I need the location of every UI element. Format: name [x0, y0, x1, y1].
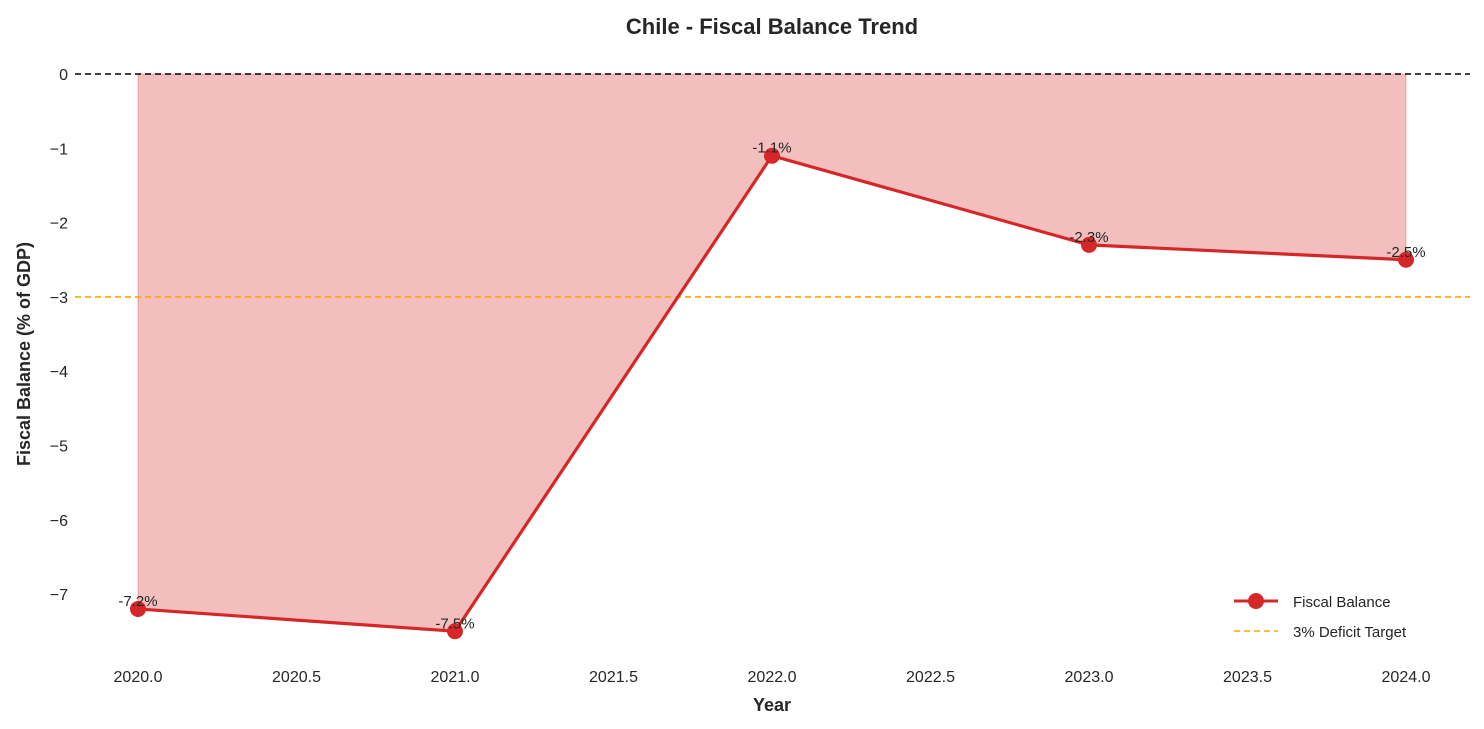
data-label: -7.5% — [435, 615, 474, 632]
legend-fiscal-balance-marker — [1248, 593, 1264, 609]
legend-fiscal-balance-label: Fiscal Balance — [1293, 594, 1391, 611]
data-label: -1.1% — [752, 140, 791, 157]
y-tick-label: −3 — [50, 290, 68, 307]
x-tick-label: 2021.5 — [589, 669, 638, 686]
y-tick-label: −2 — [50, 216, 68, 233]
data-label: -2.5% — [1386, 244, 1425, 261]
x-tick-label: 2022.0 — [748, 669, 797, 686]
x-tick-label: 2021.0 — [431, 669, 480, 686]
x-tick-label: 2020.0 — [114, 669, 163, 686]
y-tick-label: 0 — [59, 67, 68, 84]
y-tick-label: −5 — [50, 439, 68, 456]
data-point — [1398, 251, 1414, 268]
data-point — [1081, 236, 1097, 253]
data-label: -2.3% — [1069, 229, 1108, 246]
legend: Fiscal Balance 3% Deficit Target — [1234, 593, 1407, 641]
y-tick-label: −7 — [50, 587, 68, 604]
x-axis-label: Year — [753, 695, 791, 715]
data-label: -7.2% — [118, 593, 157, 610]
legend-deficit-target-label: 3% Deficit Target — [1293, 624, 1407, 641]
x-tick-label: 2024.0 — [1382, 669, 1431, 686]
data-point — [130, 600, 146, 617]
y-tick-label: −4 — [50, 364, 68, 381]
x-tick-label: 2023.5 — [1223, 669, 1272, 686]
chart-title: Chile - Fiscal Balance Trend — [626, 14, 918, 39]
data-point — [764, 147, 780, 164]
y-axis-label: Fiscal Balance (% of GDP) — [14, 242, 34, 466]
y-tick-label: −6 — [50, 513, 68, 530]
data-point — [447, 623, 463, 640]
y-tick-label: −1 — [50, 141, 68, 158]
x-tick-label: 2023.0 — [1065, 669, 1114, 686]
x-tick-label: 2020.5 — [272, 669, 321, 686]
x-tick-label: 2022.5 — [906, 669, 955, 686]
